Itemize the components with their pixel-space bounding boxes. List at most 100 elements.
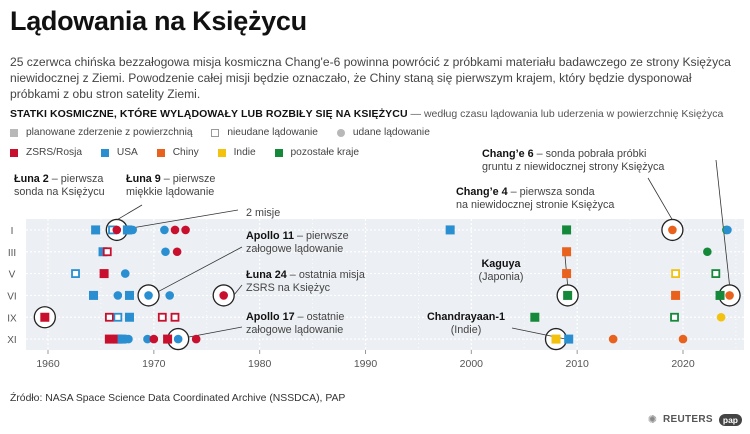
data-point-success	[725, 291, 734, 300]
other-swatch-icon	[274, 148, 283, 157]
annotation-luna2: Łuna 2 – pierwsza sonda na Księżycu	[14, 173, 105, 198]
legend-item-failed: nieudane lądowanie	[211, 127, 318, 138]
legend-item-planned: planowane zderzenie z powierzchnią	[10, 127, 193, 138]
x-tick-label: 1990	[354, 358, 378, 370]
legend-countries: ZSRS/Rosja USA Chiny Indie pozostałe kra…	[10, 147, 375, 160]
legend-label-china: Chiny	[172, 147, 199, 158]
data-point-failed	[104, 312, 114, 322]
plot-background	[26, 219, 744, 350]
data-point-success	[165, 291, 175, 300]
legend-item-usa: USA	[100, 147, 138, 158]
legend-label-other: pozostałe kraje	[290, 147, 360, 158]
data-point-success	[113, 291, 123, 300]
data-point-planned	[124, 290, 134, 300]
data-point-failed	[71, 269, 80, 278]
reuters-logo: REUTERS	[662, 414, 713, 425]
annotation-luna24: Łuna 24 – ostatnia misja ZSRS na Księżyc	[246, 269, 365, 294]
legend-label-usa: USA	[116, 147, 138, 158]
data-point-success	[668, 225, 677, 235]
data-point-planned	[530, 312, 540, 322]
filled-square-icon	[10, 128, 18, 137]
intro-text: 25 czerwca chińska bezzałogowa misja kos…	[10, 55, 731, 101]
data-point-planned	[562, 247, 572, 257]
data-point-success	[173, 334, 183, 344]
logos: ✺ REUTERS pap	[648, 413, 742, 426]
data-point-success	[608, 334, 618, 344]
row-label-III: III	[8, 248, 16, 259]
x-tick-label: 1970	[142, 358, 166, 370]
annotation-leader	[158, 246, 243, 292]
annotation-leader	[647, 177, 673, 221]
legend-label-planned: planowane zderzenie z powierzchnią	[26, 127, 193, 138]
chart-subtitle-bold: STATKI KOSMICZNE, KTÓRE WYLĄDOWAŁY LUB R…	[10, 108, 408, 120]
data-point-planned	[564, 334, 574, 344]
legend-label-ussr: ZSRS/Rosja	[26, 147, 83, 158]
legend-item-other: pozostałe kraje	[274, 147, 360, 158]
data-point-success	[191, 334, 201, 344]
data-point-success	[143, 334, 152, 344]
annotation-change4: Chang’e 4 – pierwsza sonda na niewidoczne…	[456, 186, 615, 211]
data-point-planned	[562, 269, 572, 279]
data-point-planned	[104, 334, 114, 344]
data-point-success	[703, 247, 712, 257]
data-point-success	[723, 225, 732, 235]
legend-item-success: udane lądowanie	[336, 127, 430, 138]
data-point-failed	[157, 312, 167, 322]
data-point-success	[120, 269, 130, 278]
data-point-planned	[91, 225, 101, 235]
ussr-swatch-icon	[10, 148, 18, 157]
annotation-leader	[233, 284, 243, 296]
data-point-success	[149, 334, 159, 344]
x-tick-label: 2020	[671, 358, 695, 370]
annotation-change6: Chang’e 6 – sonda pobrała próbki gruntu z…	[482, 148, 665, 173]
data-point-success	[219, 291, 228, 300]
data-point-success	[112, 225, 122, 235]
page-title: Lądowania na Księżycu	[10, 6, 307, 36]
annotation-leader	[715, 159, 730, 286]
data-point-success	[160, 225, 169, 235]
data-point-planned	[99, 269, 109, 279]
pap-logo: pap	[718, 413, 742, 426]
data-point-failed	[711, 269, 721, 278]
row-label-XI: XI	[7, 335, 16, 346]
data-point-failed	[102, 247, 112, 257]
data-point-planned	[117, 334, 127, 344]
x-tick-label: 1960	[36, 358, 60, 370]
data-point-success	[124, 334, 133, 344]
row-label-I: I	[11, 226, 14, 237]
data-point-planned	[89, 290, 99, 300]
annotation-apollo11: Apollo 11 – pierwsze załogowe lądowanie	[246, 230, 349, 255]
data-point-success	[172, 247, 182, 257]
row-label-VI: VI	[7, 291, 16, 302]
annotation-luna9: Łuna 9 – pierwsze miękkie lądowanie	[126, 173, 216, 198]
legend-item-ussr: ZSRS/Rosja	[10, 147, 82, 158]
data-point-success	[170, 225, 180, 235]
data-point-planned	[562, 225, 572, 235]
data-point-success	[716, 312, 726, 322]
data-point-planned	[551, 334, 561, 344]
annotation-chandrayaan: Chandrayaan-1 (Indie)	[426, 311, 505, 336]
data-point-two-missions	[122, 225, 132, 235]
data-point-success	[161, 247, 170, 257]
row-label-V: V	[9, 270, 16, 281]
x-tick-label: 1980	[248, 358, 272, 370]
data-point-success	[144, 291, 153, 300]
data-point-planned	[445, 225, 455, 235]
chart-subtitle-rest: — według czasu lądowania lub uderzenia w…	[407, 108, 724, 120]
data-point-failed	[671, 269, 680, 278]
source-note: Źródło: NASA Space Science Data Coordina…	[10, 393, 346, 404]
data-point-success	[678, 334, 688, 344]
annotation-apollo17: Apollo 17 – ostatnie załogowe lądowanie	[246, 311, 345, 336]
annotation-kaguya: Kaguya (Japonia)	[478, 258, 524, 283]
data-point-failed	[170, 312, 180, 322]
data-point-planned	[40, 312, 50, 322]
data-point-planned	[671, 290, 681, 300]
legend-types: planowane zderzenie z powierzchnią nieud…	[10, 127, 446, 140]
x-tick-label: 2010	[565, 358, 589, 370]
annotation-leader	[116, 204, 143, 221]
data-point-success	[181, 225, 190, 235]
data-point-planned	[715, 290, 725, 300]
x-tick-label: 2000	[460, 358, 484, 370]
india-swatch-icon	[217, 148, 226, 157]
